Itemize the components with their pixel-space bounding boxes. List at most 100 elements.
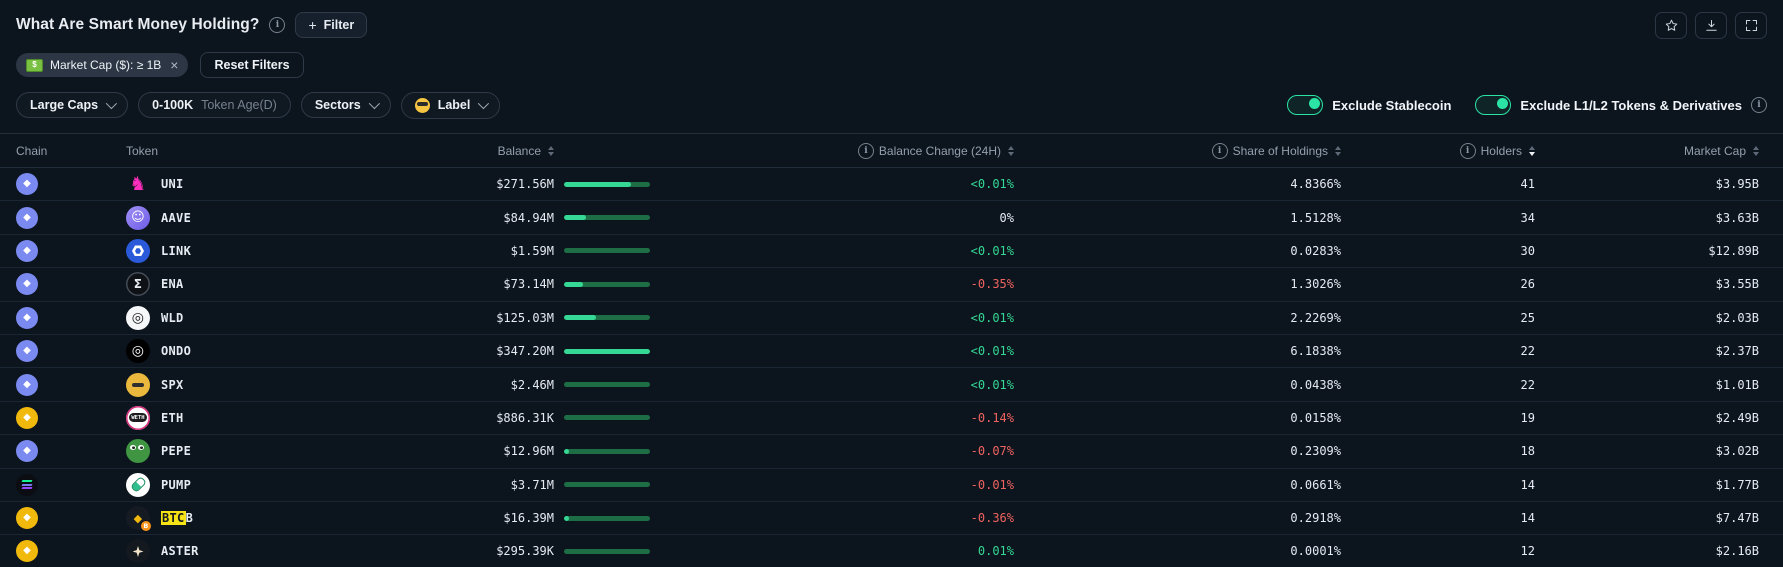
token-symbol: WLD <box>161 310 184 325</box>
market-cap-value: $1.01B <box>1715 377 1759 392</box>
exclude-l1l2-toggle[interactable] <box>1475 95 1512 115</box>
table-row[interactable]: ◆ ◎ WLD $125.03M <0.01% 2.2269% 25 $2.03B <box>0 302 1783 335</box>
balance-bar <box>564 382 650 388</box>
col-header-holders[interactable]: i Holders <box>1341 142 1535 159</box>
download-button[interactable] <box>1695 11 1727 39</box>
balance-change-value: -0.01% <box>970 477 1014 492</box>
share-of-holdings-value: 0.2918% <box>1290 511 1341 526</box>
aster-token-icon <box>126 539 150 564</box>
balance-bar <box>564 548 650 554</box>
balance-value: $16.39M <box>503 511 554 526</box>
sectors-dropdown[interactable]: Sectors <box>300 92 391 118</box>
balance-value: $295.39K <box>496 544 554 559</box>
table-row[interactable]: ◆ SPX $2.46M <0.01% 0.0438% 22 $1.01B <box>0 368 1783 402</box>
token-symbol: AAVE <box>161 210 192 225</box>
holders-value: 34 <box>1520 210 1535 225</box>
ethereum-chain-icon: ◆ <box>16 306 38 329</box>
share-of-holdings-value: 0.0283% <box>1290 243 1341 258</box>
market-cap-value: $7.47B <box>1715 511 1759 526</box>
ethereum-chain-icon: ◆ <box>16 206 38 229</box>
holders-value: 22 <box>1520 377 1535 392</box>
table-row[interactable]: ◆ PEPE $12.96M -0.07% 0.2309% 18 $3.02B <box>0 435 1783 469</box>
table-row[interactable]: ◆ ◎ ONDO $347.20M <0.01% 6.1838% 22 $2.37B <box>0 335 1783 369</box>
balance-value: $125.03M <box>496 310 554 325</box>
table-row[interactable]: ◆ WETH ETH $886.31K -0.14% 0.0158% 19 $2.49B <box>0 402 1783 436</box>
exclude-stablecoin-label: Exclude Stablecoin <box>1332 97 1452 113</box>
market-cap-size-value: Large Caps <box>30 98 99 112</box>
fullscreen-button[interactable] <box>1735 11 1767 39</box>
ethereum-chain-icon: ◆ <box>16 173 38 196</box>
filter-button[interactable]: + Filter <box>295 12 368 38</box>
exclude-stablecoin-toggle[interactable] <box>1287 95 1324 115</box>
balance-change-value: <0.01% <box>970 243 1014 258</box>
col-header-balance[interactable]: Balance <box>446 144 554 158</box>
balance-change-value: 0% <box>999 210 1014 225</box>
market-cap-value: $2.03B <box>1715 310 1759 325</box>
table-body: ◆ ♞ UNI $271.56M <0.01% 4.8366% 41 $3.95B ◆ ☺ AAVE… <box>0 168 1783 567</box>
token-symbol: BTCB <box>161 511 194 526</box>
table-row[interactable]: ◆ Ʃ ENA $73.14M -0.35% 1.3026% 26 $3.55B <box>0 268 1783 302</box>
table-header-row: Chain Token Balance i Balance Change (24… <box>0 134 1783 168</box>
balance-bar <box>564 482 650 488</box>
pepe-token-icon <box>126 439 150 464</box>
holders-value: 14 <box>1520 511 1535 526</box>
link-token-icon <box>126 238 150 263</box>
holders-value: 12 <box>1520 544 1535 559</box>
active-filters-row: $ Market Cap ($): ≥ 1B × Reset Filters <box>0 41 1783 79</box>
holders-value: 14 <box>1520 477 1535 492</box>
table-row[interactable]: ◆ ☺ AAVE $84.94M 0% 1.5128% 34 $3.63B <box>0 201 1783 235</box>
sort-icon[interactable] <box>1753 145 1759 156</box>
sort-icon[interactable] <box>1008 145 1014 156</box>
balance-value: $271.56M <box>496 177 554 192</box>
balance-bar <box>564 215 650 221</box>
balance-value: $1.59M <box>510 243 554 258</box>
share-of-holdings-value: 0.0001% <box>1290 544 1341 559</box>
col-header-balance-change[interactable]: i Balance Change (24H) <box>650 142 1014 159</box>
table-row[interactable]: ◆ ♞ UNI $271.56M <0.01% 4.8366% 41 $3.95B <box>0 168 1783 202</box>
share-of-holdings-value: 0.2309% <box>1290 444 1341 459</box>
table-row[interactable]: PUMP $3.71M -0.01% 0.0661% 14 $1.77B <box>0 469 1783 502</box>
spx-token-icon <box>126 372 150 397</box>
share-of-holdings-value: 1.3026% <box>1290 277 1341 292</box>
share-of-holdings-value: 6.1838% <box>1290 344 1341 359</box>
col-header-market-cap[interactable]: Market Cap <box>1535 144 1759 158</box>
col-header-chain: Chain <box>16 143 48 158</box>
token-symbol: ONDO <box>161 344 192 359</box>
star-icon <box>1665 19 1677 31</box>
solana-chain-icon <box>16 473 38 496</box>
bnb-chain-icon: ◆ <box>16 507 38 530</box>
favorite-button[interactable] <box>1655 11 1687 39</box>
sort-icon-active-desc[interactable] <box>1529 145 1535 156</box>
token-symbol: SPX <box>161 377 184 392</box>
chevron-down-icon <box>478 97 490 110</box>
sort-icon[interactable] <box>1335 145 1341 156</box>
controls-row: Large Caps 0-100K Token Age(D) Sectors L… <box>0 79 1783 120</box>
chip-close-icon[interactable]: × <box>170 57 179 73</box>
share-of-holdings-value: 0.0158% <box>1290 410 1341 425</box>
smart-money-emoji-icon <box>414 97 430 113</box>
reset-filters-button[interactable]: Reset Filters <box>200 52 304 78</box>
token-symbol: ETH <box>161 410 184 425</box>
market-cap-size-dropdown[interactable]: Large Caps <box>16 92 129 118</box>
balance-bar <box>564 448 650 454</box>
table-row[interactable]: ◆ ◆ B BTCB $16.39M -0.36% 0.2918% 14 $7.47B <box>0 502 1783 536</box>
balance-bar <box>564 248 650 254</box>
sort-icon[interactable] <box>548 145 554 156</box>
col-header-share-of-holdings[interactable]: i Share of Holdings <box>1014 142 1341 159</box>
token-symbol: LINK <box>161 243 192 258</box>
filter-chip-market-cap[interactable]: $ Market Cap ($): ≥ 1B × <box>16 53 189 77</box>
info-icon: i <box>1211 142 1228 159</box>
ethereum-chain-icon: ◆ <box>16 440 38 463</box>
table-row[interactable]: ◆ LINK $1.59M <0.01% 0.0283% 30 $12.89B <box>0 235 1783 269</box>
balance-value: $2.46M <box>510 377 554 392</box>
holders-value: 18 <box>1520 444 1535 459</box>
table-row[interactable]: ◆ ASTER $295.39K 0.01% 0.0001% 12 $2.16B <box>0 535 1783 567</box>
balance-change-value: <0.01% <box>970 177 1014 192</box>
holders-value: 30 <box>1520 243 1535 258</box>
token-age-filter[interactable]: 0-100K Token Age(D) <box>138 92 291 118</box>
label-dropdown[interactable]: Label <box>400 91 501 119</box>
filter-chip-label: Market Cap ($): ≥ 1B <box>50 58 162 72</box>
balance-value: $347.20M <box>496 344 554 359</box>
market-cap-value: $12.89B <box>1708 243 1759 258</box>
balance-value: $84.94M <box>503 210 554 225</box>
